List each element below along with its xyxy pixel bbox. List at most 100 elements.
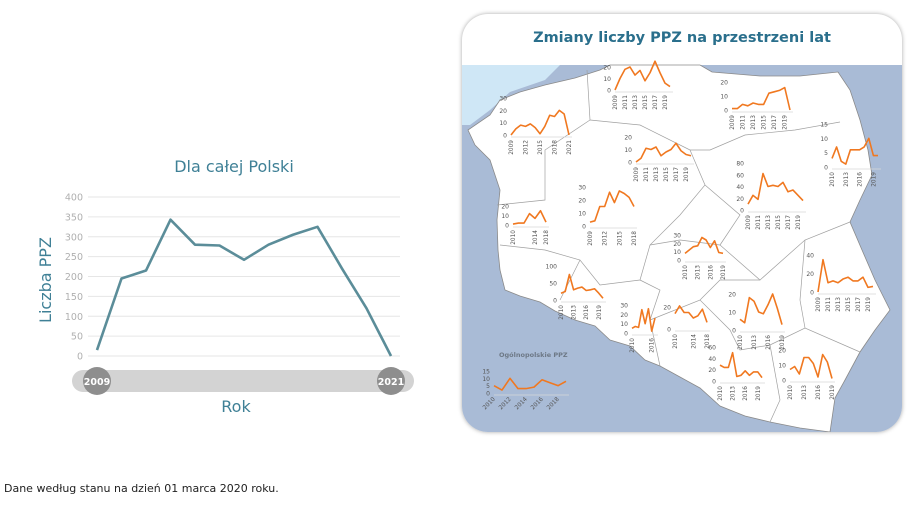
region-border (649, 239, 721, 246)
mini-y-tick-label: 10 (578, 211, 586, 218)
mini-x-tick-label: 2016 (766, 335, 772, 350)
y-tick-label: 250 (65, 252, 83, 263)
y-tick-label: 300 (65, 232, 83, 243)
y-tick-label: 400 (65, 193, 83, 204)
mini-y-tick-label: 15 (482, 369, 490, 376)
mini-series-line (831, 137, 878, 165)
mini-y-tick-label: 20 (728, 292, 736, 299)
mini-x-tick-label: 2017 (674, 167, 680, 182)
mini-y-tick-label: 0 (624, 331, 628, 338)
mini-x-tick-label: 2013 (731, 386, 737, 401)
mini-x-tick-label: 2009 (509, 140, 515, 155)
mini-y-tick-label: 20 (620, 312, 628, 319)
mini-x-tick-label: 2011 (644, 167, 650, 182)
mini-series-line (732, 86, 791, 111)
mini-chart: 0 50 100 2010 2013 2016 2019 (546, 264, 606, 320)
mini-x-tick-label: 2010 (718, 386, 724, 401)
mini-x-tick-label: 2019 (721, 265, 727, 280)
mini-x-tick-label: 2017 (856, 297, 862, 312)
mini-x-tick-label: 2019 (783, 115, 789, 130)
y-tick-label: 150 (65, 292, 83, 303)
mini-y-tick-label: 10 (620, 321, 628, 328)
mini-x-tick-label: 2018 (544, 230, 550, 245)
mini-series-line (493, 377, 567, 391)
mini-y-tick-label: 20 (673, 241, 681, 248)
mini-x-tick-label: 2019 (756, 386, 762, 401)
mini-x-tick-label: 2015 (664, 167, 670, 182)
y-tick-label: 50 (71, 332, 83, 343)
mini-chart-title: Ogólnopolskie PPZ (499, 351, 568, 359)
mini-series-line (560, 273, 604, 299)
mini-x-tick-label: 2010 (738, 335, 744, 350)
y-tick-label: 200 (65, 272, 83, 283)
mini-y-tick-label: 20 (578, 198, 586, 205)
mini-series-line (684, 236, 724, 255)
mini-x-tick-label: 2016 (743, 386, 749, 401)
mini-x-tick-label: 2014 (533, 230, 539, 245)
mini-x-tick-label: 2009 (746, 215, 752, 230)
mini-x-tick-label: 2009 (816, 297, 822, 312)
mini-chart: 0 20 40 60 2010 2013 2016 2019 (708, 345, 765, 401)
slider-handle-end[interactable] (377, 367, 405, 395)
chart-title: Dla całej Polski (174, 157, 294, 176)
mini-y-tick-label: 20 (708, 367, 716, 374)
mini-y-tick-label: 10 (499, 120, 507, 127)
region-border (769, 344, 781, 423)
mini-y-tick-label: 20 (778, 348, 786, 355)
mini-chart: 0 10 20 2009 2011 2013 2015 2017 2019 (603, 60, 673, 110)
region-border (799, 239, 806, 329)
mini-y-tick-label: 10 (673, 249, 681, 256)
mini-x-tick-label: 2016 (816, 385, 822, 400)
mini-x-tick-label: 2021 (567, 140, 573, 155)
mini-x-tick-label: 2019 (597, 305, 603, 320)
mini-chart: 0 20 2010 2014 2018 (663, 305, 711, 349)
mini-y-tick-label: 20 (624, 135, 632, 142)
region-border (699, 279, 760, 301)
slider-handle-label: 2021 (378, 377, 404, 388)
mini-series-line (512, 209, 547, 225)
mini-y-tick-label: 30 (673, 233, 681, 240)
mini-y-tick-label: 5 (486, 383, 490, 390)
mini-series-line (817, 258, 874, 293)
mini-y-tick-label: 0 (782, 378, 786, 385)
region-border (496, 69, 591, 206)
mini-series-line (635, 142, 692, 163)
mini-y-tick-label: 0 (667, 327, 671, 334)
mini-chart: 0 20 40 2009 2011 2013 2015 2017 2019 (806, 253, 876, 312)
mini-series-line (789, 353, 833, 379)
mini-y-tick-label: 0 (712, 379, 716, 386)
mini-y-tick-label: 0 (582, 224, 586, 231)
mini-x-tick-label: 2010 (683, 265, 689, 280)
national-line-chart: Dla całej Polski 0 50 100 150 200 250 300 350 400… (36, 157, 414, 416)
mini-x-tick-label: 2010 (630, 338, 636, 353)
mini-x-tick-label: 2017 (786, 215, 792, 230)
y-tick-label: 100 (65, 312, 83, 323)
poland-outline (467, 64, 891, 432)
year-range-slider[interactable] (72, 370, 414, 392)
mini-y-tick-label: 20 (806, 271, 814, 278)
mini-x-tick-label: 2010 (559, 305, 565, 320)
mini-y-tick-label: 0 (824, 165, 828, 172)
mini-chart: 0 10 20 2010 2013 2016 2019 (728, 292, 786, 350)
y-axis-label: Liczba PPZ (36, 237, 55, 323)
mini-x-tick-label: 2012 (603, 231, 609, 246)
mini-y-tick-label: 10 (720, 94, 728, 101)
y-tick-label: 0 (77, 352, 83, 363)
mini-y-tick-label: 60 (736, 172, 744, 179)
mini-y-tick-label: 30 (499, 96, 507, 103)
slider-handle-start[interactable] (83, 367, 111, 395)
mini-y-tick-label: 20 (736, 196, 744, 203)
mini-y-tick-label: 100 (546, 264, 558, 271)
mini-x-tick-label: 2016 (650, 338, 656, 353)
mini-y-tick-label: 50 (549, 281, 557, 288)
mini-y-tick-label: 0 (677, 258, 681, 265)
region-border (704, 184, 851, 281)
mini-x-tick-label: 2009 (588, 231, 594, 246)
map-title: Zmiany liczby PPZ na przestrzeni lat (533, 30, 831, 46)
mini-y-tick-label: 30 (620, 303, 628, 310)
series-line (95, 218, 393, 357)
mini-series-line (631, 307, 656, 332)
mini-x-tick-label: 2019 (830, 385, 836, 400)
mini-x-tick-label: 2009 (613, 95, 619, 110)
mini-x-tick-label: 2015 (776, 215, 782, 230)
